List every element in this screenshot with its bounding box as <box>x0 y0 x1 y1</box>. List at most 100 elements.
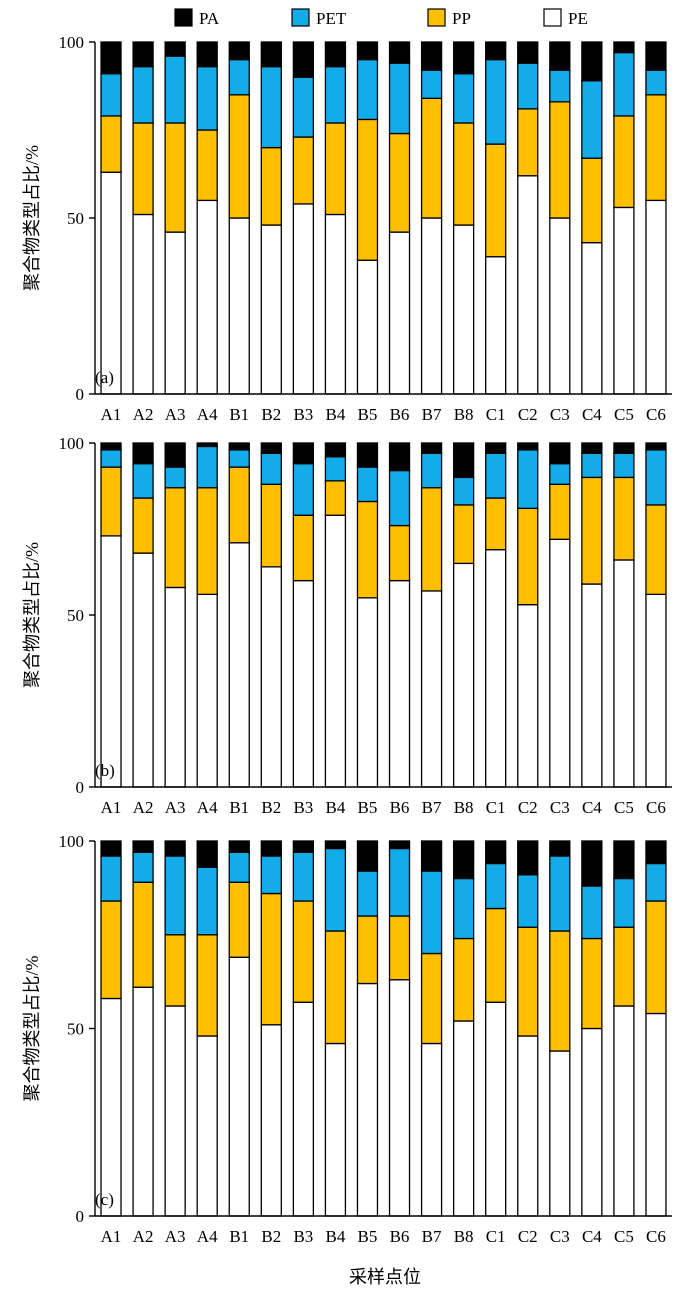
panel-label-b: (b) <box>95 761 115 780</box>
x-tick-label-b5: B5 <box>358 798 378 817</box>
bars-a <box>100 41 667 395</box>
bar-segment-pet-c5 <box>613 51 635 117</box>
bar-segment-pa-b1 <box>228 442 250 451</box>
bar-segment-pp-a1 <box>100 900 122 1000</box>
bar-segment-pe-b8 <box>452 562 475 788</box>
legend: PA PET PP PE <box>174 8 588 28</box>
bar-segment-pe-b8 <box>452 224 475 395</box>
bar-segment-pet-b4 <box>324 456 347 482</box>
bar-segment-pet-c2 <box>517 874 539 928</box>
bar-segment-pe-c5 <box>613 206 635 395</box>
bar-segment-pa-c3 <box>549 840 571 857</box>
bar-segment-pet-b8 <box>452 73 475 124</box>
bar-segment-pp-b5 <box>356 915 379 985</box>
bar-segment-pe-a4 <box>196 199 218 395</box>
x-tick-label-b1: B1 <box>229 405 249 424</box>
bar-segment-pa-b7 <box>420 41 443 71</box>
x-tick-label-a2: A2 <box>133 405 154 424</box>
x-tick-label-b8: B8 <box>454 798 474 817</box>
y-tick-label-0: 0 <box>76 778 85 797</box>
bar-segment-pe-a4 <box>196 593 218 788</box>
bar-segment-pp-c5 <box>613 476 635 561</box>
bar-segment-pp-b3 <box>292 136 315 205</box>
bar-segment-pet-b8 <box>452 877 475 940</box>
bar-segment-pet-c1 <box>485 862 507 910</box>
bar-segment-pa-a1 <box>100 442 122 451</box>
bar-segment-pe-a1 <box>100 171 122 395</box>
bar-segment-pp-c4 <box>581 937 603 1030</box>
bar-segment-pp-b4 <box>324 480 347 516</box>
bar-segment-pp-c4 <box>581 157 603 244</box>
legend-swatch-pet <box>291 8 310 27</box>
bar-segment-pet-a1 <box>100 73 122 117</box>
bar-segment-pet-b3 <box>292 851 315 902</box>
bar-segment-pet-a4 <box>196 866 218 936</box>
bar-segment-pe-c5 <box>613 559 635 788</box>
bar-segment-pet-b7 <box>420 870 443 955</box>
bar-segment-pa-c1 <box>485 41 507 61</box>
bar-segment-pet-c4 <box>581 452 603 479</box>
x-tick-label-a1: A1 <box>101 798 122 817</box>
x-tick-label-b7: B7 <box>422 405 442 424</box>
bar-segment-pe-c3 <box>549 1050 571 1217</box>
x-tick-label-c3: C3 <box>550 405 570 424</box>
x-tick-label-c1: C1 <box>486 405 506 424</box>
x-tick-label-a3: A3 <box>165 1227 186 1246</box>
bar-segment-pp-c6 <box>645 504 667 596</box>
x-tick-label-b1: B1 <box>229 1227 249 1246</box>
bar-segment-pp-c6 <box>645 900 667 1015</box>
bar-segment-pet-b8 <box>452 476 475 506</box>
bar-segment-pp-b6 <box>388 132 411 233</box>
bar-segment-pa-c1 <box>485 840 507 865</box>
bar-segment-pp-a3 <box>164 122 186 233</box>
bar-segment-pa-c3 <box>549 442 571 465</box>
y-axis-label: 聚合物类型占比/% <box>22 542 42 688</box>
bar-segment-pe-b6 <box>388 979 411 1217</box>
bar-segment-pe-c2 <box>517 1035 539 1217</box>
bar-segment-pa-c2 <box>517 442 539 451</box>
x-tick-label-b6: B6 <box>390 798 410 817</box>
y-tick-label-50: 50 <box>67 1020 84 1039</box>
bar-segment-pet-a4 <box>196 65 218 131</box>
bar-segment-pet-c6 <box>645 449 667 506</box>
x-tick-label-a3: A3 <box>165 798 186 817</box>
bar-segment-pp-c1 <box>485 143 507 258</box>
bar-segment-pp-c1 <box>485 907 507 1003</box>
bar-segment-pa-c4 <box>581 442 603 454</box>
bar-segment-pet-b2 <box>260 65 282 149</box>
x-tick-label-c2: C2 <box>518 405 538 424</box>
bar-segment-pet-b2 <box>260 452 282 485</box>
bar-segment-pa-a2 <box>132 442 154 465</box>
bar-segment-pa-b7 <box>420 442 443 454</box>
bar-segment-pp-b6 <box>388 915 411 981</box>
bar-segment-pet-b3 <box>292 462 315 516</box>
legend-item-pp: PP <box>427 8 471 28</box>
bar-segment-pa-b6 <box>388 840 411 850</box>
bar-segment-pa-a3 <box>164 442 186 468</box>
bar-segment-pe-b1 <box>228 542 250 788</box>
bar-segment-pp-b8 <box>452 122 475 226</box>
bar-segment-pet-b1 <box>228 58 250 96</box>
bar-segment-pa-b2 <box>260 840 282 857</box>
legend-item-pe: PE <box>543 8 588 28</box>
bar-segment-pe-c1 <box>485 548 507 788</box>
bar-segment-pe-b8 <box>452 1020 475 1217</box>
bar-segment-pe-a4 <box>196 1035 218 1217</box>
bar-segment-pa-b4 <box>324 840 347 850</box>
bar-segment-pet-b5 <box>356 58 379 121</box>
bar-segment-pe-b7 <box>420 590 443 788</box>
bar-segment-pa-c6 <box>645 442 667 451</box>
legend-swatch-pa <box>174 8 193 27</box>
bar-segment-pet-b5 <box>356 870 379 917</box>
bar-segment-pp-a2 <box>132 122 154 216</box>
bar-segment-pe-a2 <box>132 986 154 1217</box>
bar-segment-pe-b5 <box>356 982 379 1217</box>
bar-segment-pa-c5 <box>613 41 635 54</box>
bar-segment-pe-b4 <box>324 213 347 395</box>
bar-segment-pe-b5 <box>356 597 379 788</box>
bar-segment-pet-b1 <box>228 449 250 468</box>
bar-segment-pe-c2 <box>517 604 539 788</box>
bar-segment-pp-a2 <box>132 497 154 554</box>
bar-segment-pet-b7 <box>420 452 443 489</box>
